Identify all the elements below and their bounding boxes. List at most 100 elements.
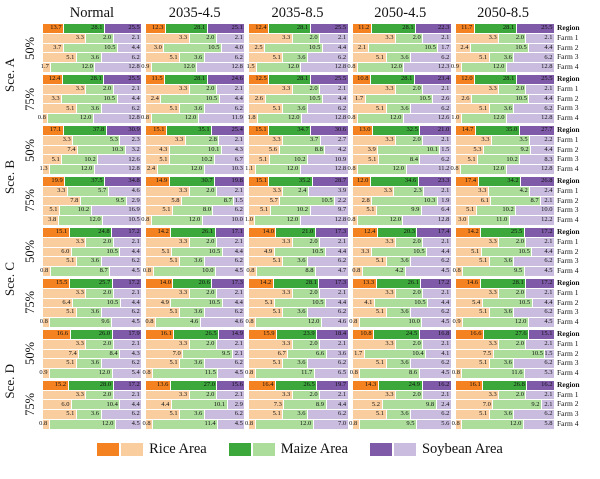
bar-row: 3.3 2.0 2.1	[249, 33, 348, 43]
bar-segment: 6.2	[411, 308, 451, 318]
bar-row: 5.1 3.6 6.2	[43, 104, 142, 114]
row-labels-column: Region Farm 1 Farm 2 Farm 3 Farm 4	[554, 278, 598, 327]
bar-row: 19.9 37.5 34.8	[43, 176, 142, 186]
bar-segment: 10.5	[265, 94, 323, 104]
stacked-bar-block: 12.4 20.3 17.4 3.3 2.0 2.1 3.3 10.5 4.4 5.1 3.6 6.2…	[352, 227, 451, 276]
bar-segment: 8.7	[181, 196, 234, 206]
bar-segment: 10.2	[476, 206, 516, 216]
bar-segment: 3.3	[249, 84, 292, 94]
bar-segment: 5.1	[146, 155, 169, 165]
bar-segment: 34.2	[478, 176, 521, 186]
bar-row: 0.8 11.7 6.5	[245, 369, 348, 378]
row-labels-column: Region Farm 1 Farm 2 Farm 3 Farm 4	[554, 329, 598, 378]
bar-segment: 6.2	[204, 359, 245, 369]
percent-label-text: 50%	[22, 138, 37, 162]
bar-segment: 10.5	[368, 43, 438, 53]
bar-segment: 4.1	[426, 349, 451, 359]
bar-segment: 9.5	[359, 420, 417, 429]
bar-row: 0.8 12.0 11.9	[141, 114, 245, 123]
bar-segment: 4.4	[326, 400, 348, 410]
bar-segment: 0.8	[246, 267, 257, 276]
bar-segment: 10.5	[172, 247, 222, 257]
blocks-row: 17.1 37.8 30.9 3.3 5.3 2.3 7.4 10.3 3.2 5.1 10.2 12…	[39, 125, 555, 174]
bar-segment: 5.1	[249, 298, 275, 308]
bar-segment: 3.3	[455, 186, 488, 196]
legend-swatch-dark	[97, 442, 120, 456]
bar-segment: 6.2	[204, 257, 245, 267]
bar-segment: 2.1	[526, 288, 555, 298]
bar-segment: 15.2	[43, 380, 68, 390]
bar-segment: 7.4	[43, 145, 77, 155]
bar-segment: 3.3	[249, 339, 292, 349]
bar-segment: 34.7	[269, 125, 311, 135]
bar-segment: 4.6	[321, 318, 348, 327]
bar-row: 0.8 12.0 12.8	[347, 216, 451, 225]
bar-segment: 12.6	[98, 155, 142, 165]
bar-segment: 0.8	[349, 318, 359, 327]
bar-segment: 12.3	[146, 24, 165, 33]
bar-row: 3.3 2.0 2.1	[352, 135, 451, 145]
bar-segment: 3.6	[386, 104, 411, 114]
row-labels-column: Region Farm 1 Farm 2 Farm 3 Farm 4	[554, 23, 598, 72]
bar-segment: 5.1	[146, 104, 180, 114]
bar-segment: 2.1	[113, 339, 142, 349]
bar-row: 5.1 3.6 6.2	[455, 257, 555, 267]
bar-segment: 15.9	[249, 329, 276, 339]
bar-segment: 1.1	[245, 165, 255, 174]
bar-segment: 4.5	[115, 420, 142, 429]
legend-swatch-light	[252, 442, 275, 456]
bar-segment: 17.3	[319, 278, 348, 288]
bar-segment: 10.5	[265, 43, 322, 53]
bar-segment: 4.4	[532, 298, 555, 308]
bar-segment: 6.2	[101, 104, 142, 114]
level-group: 75% 12.4 28.1 25.5 3.3 2.0 2.1 3.3 10.5 4.4 5.1 3.6…	[17, 74, 598, 123]
stacked-bar-block: 15.1 24.8 17.2 3.3 2.0 2.1 6.0 10.5 4.4 5.1 3.6 6.2…	[40, 227, 142, 276]
bar-segment: 5.6	[417, 420, 451, 429]
bar-row: 14.2 26.1 17.1	[146, 227, 245, 237]
bar-segment: 28.1	[480, 278, 526, 288]
bar-row: 5.1 3.6 6.2	[249, 257, 348, 267]
bar-segment: 2.0	[499, 390, 526, 400]
bar-segment: 10.5	[280, 196, 335, 206]
row-labels-column: Region Farm 1 Farm 2 Farm 3 Farm 4	[554, 380, 598, 429]
bar-segment: 5.1	[352, 308, 386, 318]
bar-segment: 3.6	[180, 53, 204, 63]
bar-row: 5.1 3.6 6.2	[352, 53, 451, 63]
bar-row: 5.7 10.5 2.2	[249, 196, 348, 206]
bar-segment: 26.5	[174, 329, 219, 339]
bar-segment: 4.4	[427, 247, 451, 257]
bar-row: 0.8 11.6 5.3	[452, 369, 554, 378]
bar-row: 14.6 28.1 17.2	[455, 278, 555, 288]
bar-segment: 7.8	[43, 196, 80, 206]
bar-segment: 1.0	[244, 216, 255, 225]
bar-segment: 3.3	[352, 33, 395, 43]
bar-row: 4.9 10.5 4.4	[249, 247, 348, 257]
scenario-levels: 50% 15.1 24.8 17.2 3.3 2.0 2.1 6.0 10.5 4.4 5.1 3.6…	[17, 227, 598, 330]
bar-segment: 4.5	[405, 267, 451, 276]
bar-row: 0.9 12.0 12.8	[451, 63, 555, 72]
bar-row: 7.0 9.5 2.1	[146, 349, 245, 359]
bar-segment: 5.1	[43, 206, 60, 216]
bar-row: 5.1 3.6 6.2	[455, 53, 555, 63]
column-header: 2050-4.5	[374, 5, 427, 21]
bar-segment: 10.8	[352, 74, 370, 84]
bar-segment: 2.0	[189, 237, 216, 247]
bar-segment: 2.0	[396, 288, 423, 298]
bar-segment: 11.6	[462, 369, 525, 378]
bar-segment: 2.0	[189, 186, 216, 196]
legend-swatch-dark	[369, 442, 392, 456]
bar-segment: 10.0	[153, 267, 215, 276]
bar-segment: 3.3	[249, 390, 292, 400]
bar-row: 3.3 2.0 2.1	[455, 84, 555, 94]
bar-segment: 2.0	[189, 390, 216, 400]
bar-segment: 3.6	[386, 410, 411, 420]
bar-segment: 12.8	[94, 165, 142, 174]
bar-segment: 4.3	[120, 349, 142, 359]
bar-segment: 3.3	[43, 237, 86, 247]
bar-segment: 23.4	[414, 74, 451, 84]
bar-row: 4.1 10.5 4.4	[352, 298, 451, 308]
bar-row: 5.1 3.6 6.2	[146, 308, 245, 318]
bar-segment: 6.7	[214, 155, 245, 165]
bar-segment: 23.3	[418, 176, 451, 186]
bar-segment: 12.6	[403, 114, 451, 123]
